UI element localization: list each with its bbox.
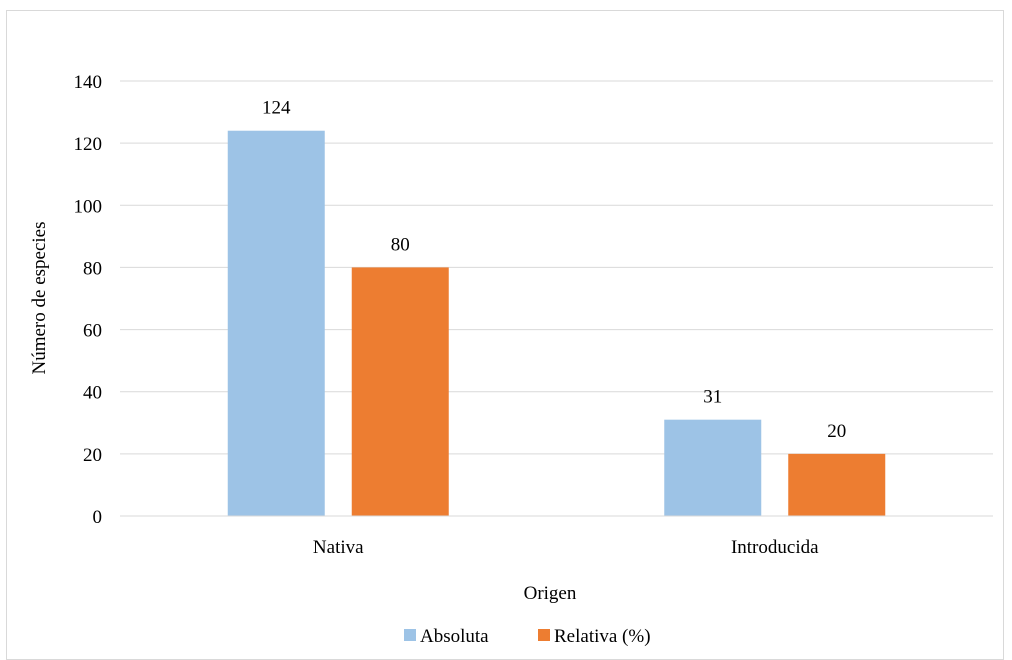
x-axis-ticks: Nativa Introducida xyxy=(313,537,819,558)
legend-swatch xyxy=(538,629,550,641)
y-axis-title: Número de especies xyxy=(29,222,50,375)
legend: Absoluta Relativa (%) xyxy=(404,626,651,647)
bar-absoluta-1 xyxy=(664,419,762,516)
data-label: 31 xyxy=(703,387,722,408)
y-tick-label: 0 xyxy=(93,507,103,528)
bars xyxy=(227,130,886,516)
y-tick-label: 80 xyxy=(83,258,102,279)
x-tick-label: Nativa xyxy=(313,537,364,558)
y-tick-label: 60 xyxy=(83,321,102,342)
x-axis-title: Origen xyxy=(524,583,577,604)
x-tick-label: Introducida xyxy=(731,537,819,558)
legend-swatch xyxy=(404,629,416,641)
chart-frame xyxy=(6,10,1004,660)
y-axis-ticks: 0 20 40 60 80 100 120 140 xyxy=(74,72,103,528)
bar-relativa-1 xyxy=(788,453,886,516)
y-tick-label: 40 xyxy=(83,383,102,404)
y-tick-label: 120 xyxy=(74,134,103,155)
data-labels: 124 80 31 20 xyxy=(262,98,846,442)
y-tick-label: 20 xyxy=(83,445,102,466)
data-label: 20 xyxy=(827,421,846,442)
bar-absoluta-0 xyxy=(227,130,325,516)
bar-relativa-0 xyxy=(351,267,449,516)
data-label: 80 xyxy=(391,234,410,255)
legend-label: Absoluta xyxy=(420,626,489,647)
data-label: 124 xyxy=(262,98,291,119)
legend-label: Relativa (%) xyxy=(554,626,651,647)
y-tick-label: 100 xyxy=(74,196,103,217)
y-tick-label: 140 xyxy=(74,72,103,93)
